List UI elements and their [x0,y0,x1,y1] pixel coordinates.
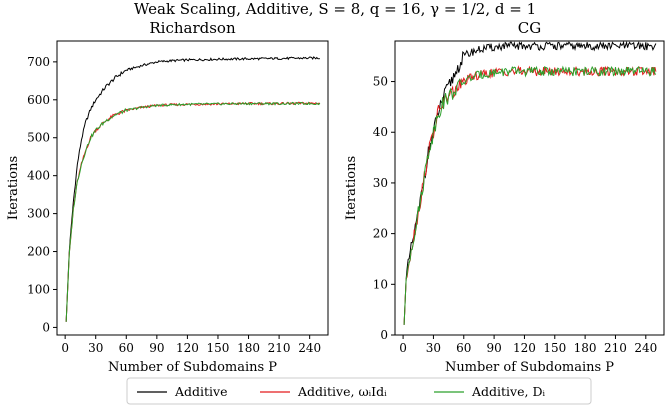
x-axis-label: Number of Subdomains P [108,360,277,375]
x-tick-label: 0 [399,341,407,355]
x-tick-label: 90 [486,341,501,355]
legend-label: Additive, ωᵢIdᵢ [297,384,387,399]
x-axis-label: Number of Subdomains P [445,360,614,375]
y-axis-label: Iterations [6,156,21,220]
y-tick-label: 300 [27,207,50,221]
y-tick-label: 400 [27,169,50,183]
legend-label: Additive [174,384,228,399]
x-tick-label: 210 [268,341,291,355]
y-tick-label: 200 [27,245,50,259]
x-tick-label: 240 [634,341,657,355]
x-tick-label: 30 [426,341,441,355]
y-tick-label: 0 [380,328,388,342]
series-line-1 [65,56,320,322]
y-tick-label: 100 [27,282,50,296]
cg-chart: CG 0 30 60 90 120 150 180 210 240 0 10 20 30 40 50 Numbe… [344,19,665,375]
x-tick-label: 180 [237,341,260,355]
x-tick-label: 0 [61,341,69,355]
x-tick-label: 60 [456,341,471,355]
legend: Additive Additive, ωᵢIdᵢ Additive, Dᵢ [126,377,592,405]
x-tick-label: 240 [298,341,321,355]
y-tick-label: 20 [373,227,388,241]
richardson-chart: Richardson 0 30 60 90 120 150 180 210 240 0 100 200 3… [6,19,329,375]
x-tick-label: 210 [604,341,627,355]
y-tick-label: 30 [373,176,388,190]
x-tick-label: 60 [119,341,134,355]
plot-area [56,40,329,336]
x-tick-label: 120 [513,341,536,355]
y-axis-label: Iterations [344,156,359,220]
x-tick-label: 30 [88,341,103,355]
chart-title: Richardson [149,19,236,37]
series-line-3 [403,65,657,325]
x-tick-label: 120 [176,341,199,355]
y-tick-label: 40 [373,125,388,139]
y-tick-label: 500 [27,131,50,145]
y-tick-label: 0 [42,320,50,334]
legend-label: Additive, Dᵢ [471,384,545,399]
legend-box [126,377,592,405]
series-line-1 [403,40,657,325]
x-tick-label: 150 [207,341,230,355]
chart-title: CG [518,19,541,37]
y-tick-label: 50 [373,75,388,89]
figure-suptitle: Weak Scaling, Additive, S = 8, q = 16, γ… [134,0,536,18]
y-tick-label: 600 [27,93,50,107]
x-tick-label: 180 [574,341,597,355]
y-tick-label: 700 [27,55,50,69]
x-tick-label: 150 [543,341,566,355]
series-line-2 [65,101,320,322]
y-tick-label: 10 [373,277,388,291]
x-tick-label: 90 [149,341,164,355]
plot-area [394,40,665,336]
series-line-3 [65,101,321,322]
